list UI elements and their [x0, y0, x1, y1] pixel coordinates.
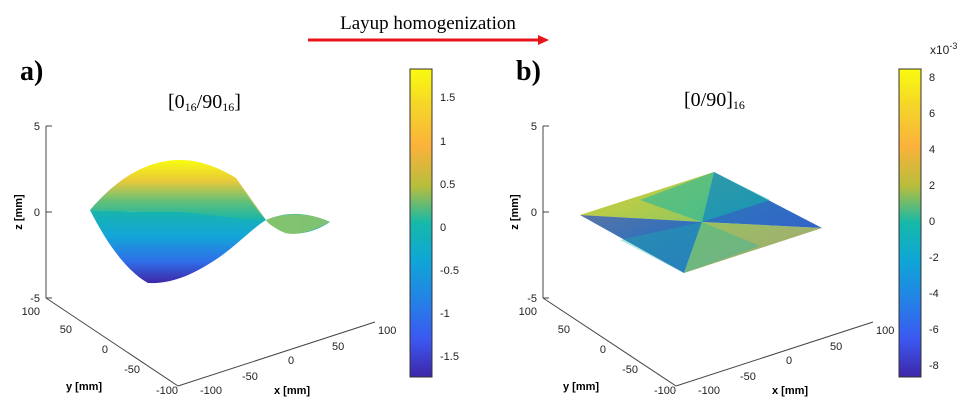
- svg-text:-5: -5: [527, 293, 537, 305]
- svg-text:5: 5: [34, 121, 40, 133]
- svg-text:0: 0: [440, 222, 446, 234]
- svg-text:-100: -100: [698, 385, 720, 397]
- svg-text:50: 50: [830, 341, 842, 353]
- svg-text:100: 100: [378, 325, 396, 337]
- panel-b-z-ticks: 5 0 -5: [527, 121, 537, 305]
- panel-a-y-ticks: 100 50 0 -50 -100: [22, 306, 178, 397]
- panel-b-zlabel: z [mm]: [509, 194, 521, 230]
- svg-text:50: 50: [332, 341, 344, 353]
- svg-text:100: 100: [876, 325, 894, 337]
- svg-text:-50: -50: [740, 371, 756, 383]
- svg-text:0: 0: [34, 207, 40, 219]
- panel-a-zlabel: z [mm]: [13, 194, 25, 230]
- svg-text:-100: -100: [156, 385, 178, 397]
- panel-b-tag: b): [516, 56, 541, 87]
- svg-text:50: 50: [558, 324, 570, 336]
- panel-a-surface: [90, 160, 330, 284]
- svg-text:-0.5: -0.5: [440, 265, 459, 277]
- panel-b-xlabel: x [mm]: [772, 385, 808, 397]
- svg-text:-2: -2: [929, 252, 939, 264]
- svg-text:100: 100: [519, 306, 537, 318]
- svg-text:0: 0: [102, 344, 108, 356]
- panel-a-ylabel: y [mm]: [66, 381, 102, 393]
- svg-text:8: 8: [929, 72, 935, 84]
- arrow-head: [538, 35, 549, 45]
- panel-b-ylabel: y [mm]: [563, 381, 599, 393]
- panel-b-colorbar-ticks: 8 6 4 2 0 -2 -4 -6 -8: [929, 72, 939, 372]
- svg-text:4: 4: [929, 144, 935, 156]
- panel-b-colorbar-multiplier: x10-3: [930, 41, 957, 57]
- panel-a-tag: a): [20, 56, 43, 87]
- svg-text:50: 50: [60, 324, 72, 336]
- panel-b: b) [0/90]16 5 0 -5 z [mm] 100 50 0 -50 -…: [509, 41, 957, 397]
- svg-text:100: 100: [22, 306, 40, 318]
- svg-text:-8: -8: [929, 360, 939, 372]
- panel-a-x-ticks: -100 -50 0 50 100: [200, 325, 396, 397]
- arrow-label: Layup homogenization: [340, 13, 516, 34]
- panel-a-colorbar-ticks: 1.5 1 0.5 0 -0.5 -1 -1.5: [440, 92, 459, 363]
- svg-text:2: 2: [929, 180, 935, 192]
- panel-b-title: [0/90]16: [684, 89, 745, 112]
- panel-b-x-ticks: -100 -50 0 50 100: [698, 325, 894, 397]
- svg-text:0: 0: [786, 355, 792, 367]
- svg-text:-50: -50: [622, 364, 638, 376]
- svg-text:1: 1: [440, 136, 446, 148]
- svg-text:-1: -1: [440, 308, 450, 320]
- panel-b-y-ticks: 100 50 0 -50 -100: [519, 306, 676, 397]
- svg-text:5: 5: [531, 121, 537, 133]
- svg-text:0: 0: [288, 355, 294, 367]
- panel-b-surface: [580, 172, 822, 273]
- svg-text:0: 0: [929, 216, 935, 228]
- panel-a-colorbar: [409, 68, 433, 378]
- panel-a-z-ticks: 5 0 -5: [30, 121, 40, 305]
- svg-text:0: 0: [600, 344, 606, 356]
- svg-text:0: 0: [531, 207, 537, 219]
- svg-text:-1.5: -1.5: [440, 351, 459, 363]
- panel-b-axes: [542, 125, 874, 387]
- panel-a-title: [016/9016]: [168, 91, 241, 114]
- svg-text:-4: -4: [929, 288, 939, 300]
- panel-a-xlabel: x [mm]: [274, 385, 310, 397]
- svg-text:-50: -50: [242, 371, 258, 383]
- svg-text:-100: -100: [200, 385, 222, 397]
- panel-b-colorbar: [898, 68, 922, 378]
- svg-text:0.5: 0.5: [440, 179, 455, 191]
- panel-a-axes: [45, 125, 376, 387]
- svg-text:1.5: 1.5: [440, 92, 455, 104]
- svg-text:-50: -50: [124, 364, 140, 376]
- panel-a: a) [016/9016] 5 0 -5 z [mm] 100 50 0 -50…: [13, 56, 459, 397]
- svg-text:-6: -6: [929, 324, 939, 336]
- svg-text:-100: -100: [654, 385, 676, 397]
- svg-text:-5: -5: [30, 293, 40, 305]
- homogenization-arrow: Layup homogenization: [308, 13, 549, 45]
- svg-text:6: 6: [929, 108, 935, 120]
